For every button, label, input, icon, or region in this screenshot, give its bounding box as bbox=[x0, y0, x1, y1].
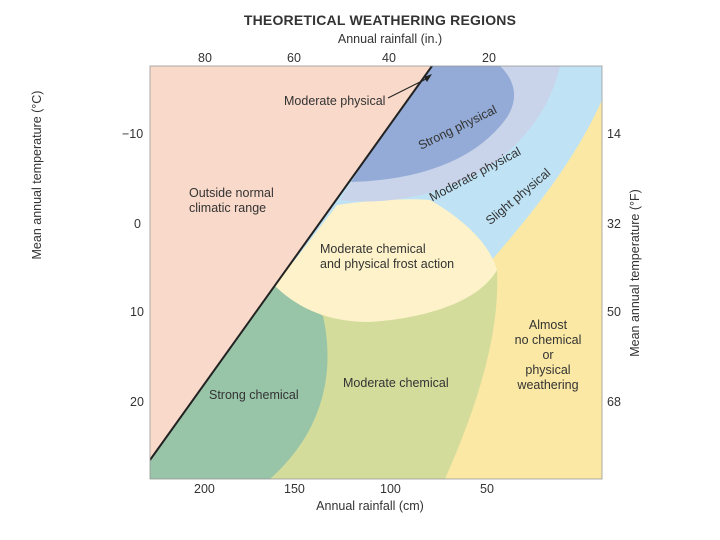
bottom-tick-200: 200 bbox=[194, 482, 215, 496]
label-strong-chemical: Strong chemical bbox=[209, 388, 299, 402]
plot-frame bbox=[149, 65, 603, 480]
region-frost bbox=[275, 199, 497, 322]
left-tick-20: 20 bbox=[130, 395, 144, 409]
bottom-tick-150: 150 bbox=[284, 482, 305, 496]
top-tick-80: 80 bbox=[198, 51, 212, 65]
left-tick-0: 0 bbox=[134, 217, 141, 231]
right-axis-label: Mean annual temperature (°F) bbox=[628, 189, 642, 357]
bottom-tick-50: 50 bbox=[480, 482, 494, 496]
region-strong-chemical bbox=[150, 286, 328, 479]
figure-title: THEORETICAL WEATHERING REGIONS bbox=[243, 12, 517, 28]
region-strong-physical bbox=[351, 66, 515, 182]
left-axis-label: Mean annual temperature (°C) bbox=[30, 90, 44, 260]
bottom-axis-label: Annual rainfall (cm) bbox=[316, 499, 424, 513]
right-tick-14: 14 bbox=[607, 127, 621, 141]
right-tick-32: 32 bbox=[607, 217, 621, 231]
left-tick-minus10: −10 bbox=[122, 127, 144, 141]
top-tick-20: 20 bbox=[482, 51, 496, 65]
moderate-physical-pointer bbox=[387, 77, 429, 99]
right-tick-68: 68 bbox=[607, 395, 621, 409]
left-tick-10: 10 bbox=[130, 305, 144, 319]
label-frost: Moderate chemical and physical frost act… bbox=[320, 242, 455, 271]
bottom-tick-100: 100 bbox=[380, 482, 401, 496]
label-outside: Outside normal climatic range bbox=[189, 186, 274, 215]
top-tick-40: 40 bbox=[382, 51, 396, 65]
arrow-head bbox=[424, 74, 432, 82]
label-almost-none: Almost no chemical or physical weatherin… bbox=[514, 318, 582, 392]
top-axis-label: Annual rainfall (in.) bbox=[337, 32, 443, 46]
label-moderate-chemical: Moderate chemical bbox=[343, 376, 449, 390]
right-tick-50: 50 bbox=[607, 305, 621, 319]
label-moderate-physical-arrow: Moderate physical bbox=[284, 94, 386, 108]
top-tick-60: 60 bbox=[287, 51, 301, 65]
climatic-limit-line bbox=[150, 66, 433, 461]
